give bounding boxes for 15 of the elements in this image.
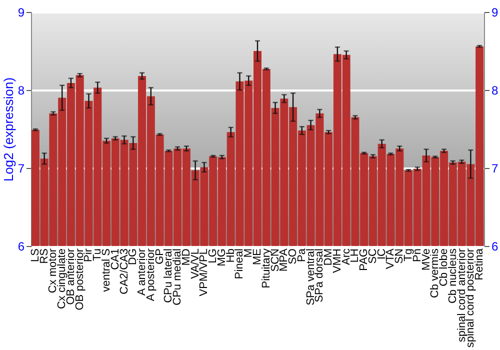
x-tick-label: Tg <box>402 248 414 262</box>
y-tick-label: 6 <box>18 240 25 254</box>
y-tick-label: 9 <box>18 6 25 20</box>
x-tick-label: A posterior <box>144 248 157 302</box>
y2-tick-label: 9 <box>492 6 498 20</box>
x-tick-label: Pa <box>296 248 308 262</box>
x-tick-label: VMH <box>331 248 344 273</box>
y-axis-title: Log2 (expression) <box>0 77 16 182</box>
y-tick-label: 7 <box>18 162 25 176</box>
y-tick-label: 8 <box>18 84 25 98</box>
y2-tick-label: 6 <box>492 240 498 254</box>
y2-tick-label: 7 <box>492 162 498 176</box>
x-tick-label: Cb nucleus <box>446 248 459 304</box>
y2-tick-label: 8 <box>492 84 498 98</box>
x-tick-label: RS <box>38 248 50 264</box>
